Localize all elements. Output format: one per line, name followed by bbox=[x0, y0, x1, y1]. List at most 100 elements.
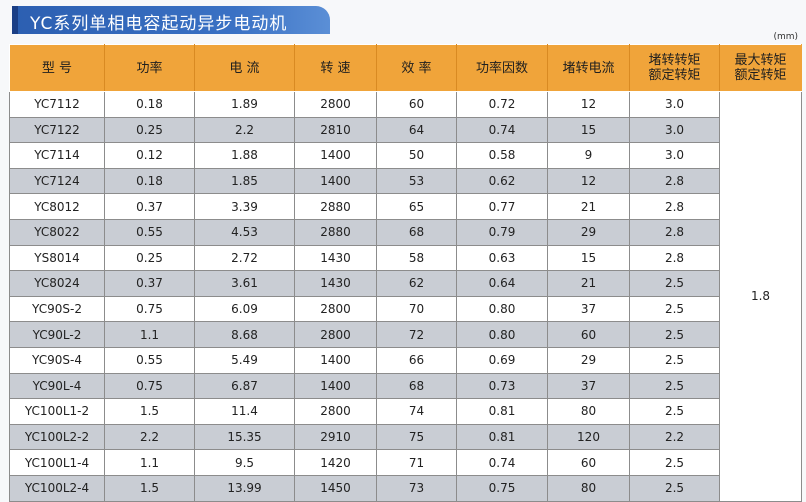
table-cell: 2.5 bbox=[629, 346, 720, 374]
column-header: 堵转电流 bbox=[547, 44, 630, 92]
table-cell: 0.74 bbox=[456, 116, 548, 144]
table-cell: 75 bbox=[376, 423, 457, 451]
table-cell: 2.5 bbox=[629, 295, 720, 323]
table-cell: 1.85 bbox=[194, 167, 295, 195]
table-cell: 0.75 bbox=[104, 295, 195, 323]
table-cell: 58 bbox=[376, 244, 457, 272]
table-cell: 2.8 bbox=[629, 218, 720, 246]
table-cell: 60 bbox=[376, 91, 457, 118]
table-row: YC90L-2 1.1 8.68 2800 72 0.80 60 2.5 bbox=[9, 321, 802, 348]
table-cell: 74 bbox=[376, 398, 457, 425]
table-cell: YC90L-4 bbox=[9, 372, 105, 400]
table-cell: 1430 bbox=[294, 244, 377, 272]
table-cell: 2.5 bbox=[629, 270, 720, 297]
table-cell: 0.55 bbox=[104, 346, 195, 374]
table-cell: 73 bbox=[376, 474, 457, 502]
table-cell: YC100L2-2 bbox=[9, 423, 105, 451]
table-cell: 37 bbox=[547, 295, 630, 323]
column-header: 功率因数 bbox=[456, 44, 548, 92]
unit-label: (mm) bbox=[773, 32, 798, 42]
table-cell: 2.8 bbox=[629, 244, 720, 272]
table-cell: 60 bbox=[547, 449, 630, 476]
table-cell: 3.39 bbox=[194, 193, 295, 220]
table-cell: 0.63 bbox=[456, 244, 548, 272]
table-cell: 37 bbox=[547, 372, 630, 400]
table-cell: 64 bbox=[376, 116, 457, 144]
table-row: YC100L1-2 1.5 11.4 2800 74 0.81 80 2.5 bbox=[9, 398, 802, 425]
table-cell: 2800 bbox=[294, 321, 377, 348]
column-header: 效 率 bbox=[376, 44, 457, 92]
table-row: YC100L2-2 2.2 15.35 2910 75 0.81 120 2.2 bbox=[9, 423, 802, 451]
table-row: YS8014 0.25 2.72 1430 58 0.63 15 2.8 bbox=[9, 244, 802, 272]
table-cell: 8.68 bbox=[194, 321, 295, 348]
table-cell: 15 bbox=[547, 116, 630, 144]
title-bar: YC系列单相电容起动异步电动机 bbox=[12, 6, 330, 34]
table-cell: 2800 bbox=[294, 91, 377, 118]
table-row: YC7124 0.18 1.85 1400 53 0.62 12 2.8 bbox=[9, 167, 802, 195]
table-row: YC7122 0.25 2.2 2810 64 0.74 15 3.0 bbox=[9, 116, 802, 144]
table-cell: 2880 bbox=[294, 218, 377, 246]
table-cell: 0.62 bbox=[456, 167, 548, 195]
table-cell: 29 bbox=[547, 346, 630, 374]
table-cell: 0.75 bbox=[456, 474, 548, 502]
table-cell: 68 bbox=[376, 372, 457, 400]
table-cell: 1.88 bbox=[194, 142, 295, 169]
table-cell: 0.37 bbox=[104, 270, 195, 297]
table-cell: YC90L-2 bbox=[9, 321, 105, 348]
table-cell: 13.99 bbox=[194, 474, 295, 502]
column-header: 功率 bbox=[104, 44, 195, 92]
motor-spec-table: 型 号功率电 流转 速效 率功率因数 堵转电流 堵转转矩 额定转矩 最大转矩 额定转矩 Y… bbox=[9, 44, 802, 502]
table-cell: 0.77 bbox=[456, 193, 548, 220]
table-cell: 70 bbox=[376, 295, 457, 323]
table-cell: 62 bbox=[376, 270, 457, 297]
table-cell: 0.73 bbox=[456, 372, 548, 400]
column-header: 最大转矩 额定转矩 bbox=[719, 44, 802, 92]
table-cell: 2.2 bbox=[629, 423, 720, 451]
table-cell: 1420 bbox=[294, 449, 377, 476]
table-row: YC8022 0.55 4.53 2880 68 0.79 29 2.8 bbox=[9, 218, 802, 246]
column-header: 电 流 bbox=[194, 44, 295, 92]
table-cell: 0.58 bbox=[456, 142, 548, 169]
table-cell: 53 bbox=[376, 167, 457, 195]
table-row: YC8012 0.37 3.39 2880 65 0.77 21 2.8 bbox=[9, 193, 802, 220]
column-header: 型 号 bbox=[9, 44, 105, 92]
table-cell: 2880 bbox=[294, 193, 377, 220]
table-cell: 0.69 bbox=[456, 346, 548, 374]
table-cell: 15 bbox=[547, 244, 630, 272]
table-cell: YC7122 bbox=[9, 116, 105, 144]
table-cell: 1.5 bbox=[104, 398, 195, 425]
table-cell: 0.80 bbox=[456, 295, 548, 323]
table-cell: 2.5 bbox=[629, 321, 720, 348]
table-cell: YC7124 bbox=[9, 167, 105, 195]
table-cell: 72 bbox=[376, 321, 457, 348]
table-cell: 3.0 bbox=[629, 91, 720, 118]
table-cell: 2.72 bbox=[194, 244, 295, 272]
table-cell: 1400 bbox=[294, 142, 377, 169]
table-cell: 66 bbox=[376, 346, 457, 374]
table-cell: 21 bbox=[547, 270, 630, 297]
table-cell: 1450 bbox=[294, 474, 377, 502]
table-cell: YC7114 bbox=[9, 142, 105, 169]
table-cell: 2800 bbox=[294, 295, 377, 323]
table-cell: 3.61 bbox=[194, 270, 295, 297]
table-row: YC90L-4 0.75 6.87 1400 68 0.73 37 2.5 bbox=[9, 372, 802, 400]
table-cell: 2910 bbox=[294, 423, 377, 451]
table-cell: 80 bbox=[547, 474, 630, 502]
table-cell: YC100L1-2 bbox=[9, 398, 105, 425]
table-cell: 0.74 bbox=[456, 449, 548, 476]
table-cell: 0.79 bbox=[456, 218, 548, 246]
table-cell: 60 bbox=[547, 321, 630, 348]
table-row: YC100L1-4 1.1 9.5 1420 71 0.74 60 2.5 bbox=[9, 449, 802, 476]
table-cell: 50 bbox=[376, 142, 457, 169]
table-cell: 2.5 bbox=[629, 449, 720, 476]
table-body: YC7112 0.18 1.89 2800 60 0.72 12 3.0 1.8 YC7122 0.… bbox=[9, 91, 802, 502]
table-cell: 1400 bbox=[294, 346, 377, 374]
table-cell: 11.4 bbox=[194, 398, 295, 425]
table-cell: 120 bbox=[547, 423, 630, 451]
table-cell: 2.2 bbox=[194, 116, 295, 144]
table-row: YC90S-4 0.55 5.49 1400 66 0.69 29 2.5 bbox=[9, 346, 802, 374]
table-cell: 15.35 bbox=[194, 423, 295, 451]
table-row: YC7112 0.18 1.89 2800 60 0.72 12 3.0 1.8 bbox=[9, 91, 802, 502]
table-cell: 1430 bbox=[294, 270, 377, 297]
page-title: YC系列单相电容起动异步电动机 bbox=[30, 14, 288, 34]
